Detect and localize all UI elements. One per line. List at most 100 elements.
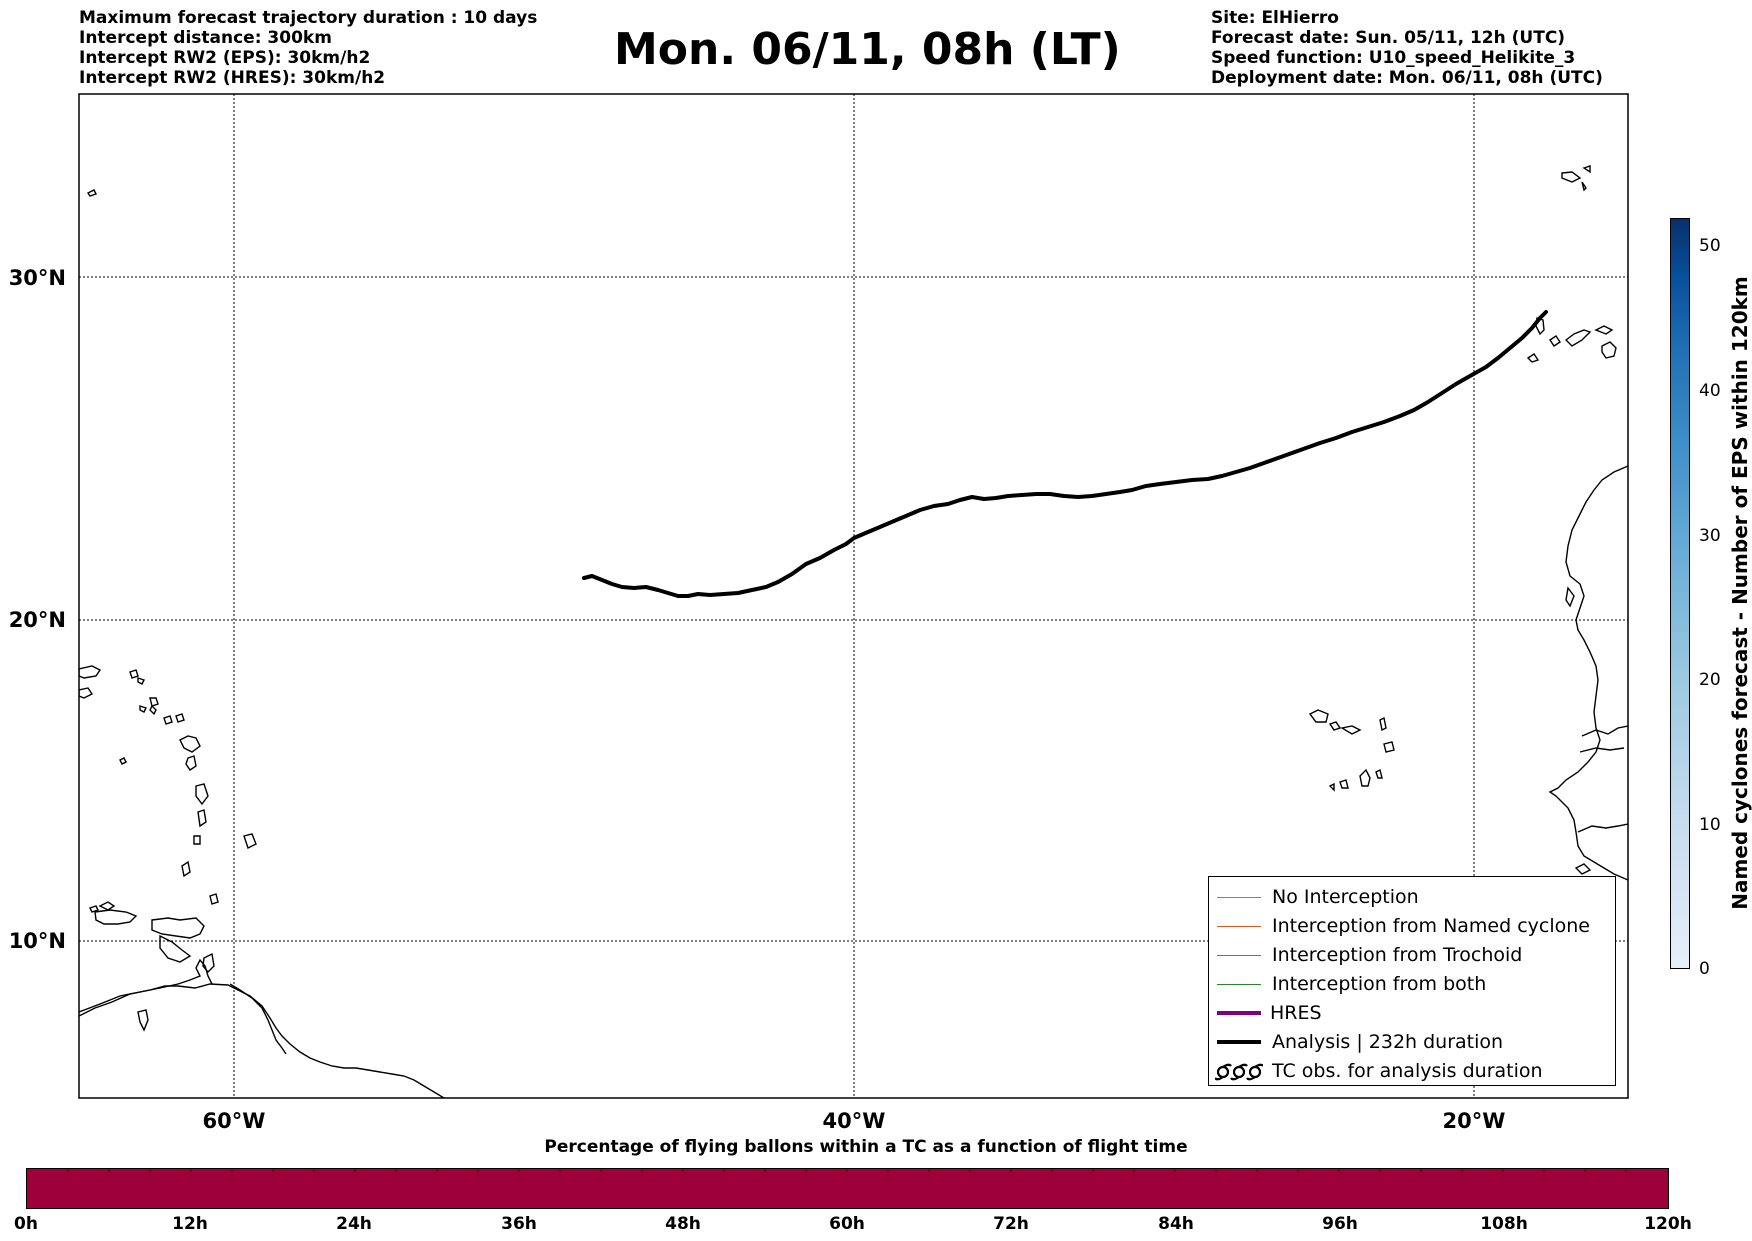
legend-label: Interception from Trochoid	[1272, 944, 1523, 966]
legend-label: No Interception	[1272, 886, 1419, 908]
lon-label-20w: 20°W	[1443, 1109, 1506, 1133]
coast-sal	[1379, 716, 1387, 732]
coast-guyana-detail	[229, 983, 287, 1055]
coast-santo-antao	[1308, 709, 1329, 723]
coast-island-tobago	[137, 1009, 149, 1032]
coast-sao-nicolau	[1340, 725, 1362, 735]
coast-gambia	[1579, 747, 1625, 753]
legend-item-trochoid: Interception from Trochoid	[1209, 941, 1615, 970]
coast-barbados	[243, 833, 257, 849]
coast-desertas	[1581, 181, 1587, 192]
legend-swatch	[1217, 955, 1261, 956]
flight-time-colorbar-title: Percentage of flying ballons within a TC…	[544, 1137, 1188, 1157]
legend-item-both: Interception from both	[1209, 970, 1615, 999]
flight-time-tick-84h: 84h	[1158, 1214, 1194, 1234]
coast-fogo	[1339, 779, 1349, 789]
coast-islet-c	[86, 189, 97, 197]
flight-time-tick-0h: 0h	[14, 1214, 38, 1234]
lat-label-30n: 30°N	[9, 266, 66, 290]
coast-guinea-bissau	[1577, 823, 1628, 833]
coast-senegal-detail	[1581, 725, 1628, 737]
legend-item-hres: HRES	[1209, 999, 1615, 1028]
flight-time-tick-120h: 120h	[1644, 1214, 1692, 1234]
info-intercept-hres: Intercept RW2 (HRES): 30km/h2	[79, 68, 386, 88]
coast-cap-blanc	[1565, 586, 1575, 608]
info-speed-function: Speed function: U10_speed_Helikite_3	[1211, 48, 1576, 68]
coast-antigua	[149, 697, 159, 707]
coast-grenada	[209, 893, 219, 905]
coast-sao-vicente	[1328, 721, 1342, 731]
coast-west-africa	[1548, 465, 1628, 881]
info-max-duration: Maximum forecast trajectory duration : 1…	[79, 8, 538, 28]
legend-item-analysis: Analysis | 232h duration	[1209, 1028, 1615, 1057]
coast-madeira	[1561, 171, 1582, 183]
map-frame	[78, 93, 1629, 1099]
coast-trinidad	[202, 952, 215, 974]
coast-el-hierro	[1526, 353, 1540, 363]
header-left-info: Maximum forecast trajectory duration : 1…	[79, 8, 537, 88]
coastlines	[79, 165, 1628, 1098]
colorbar-tick-40: 40	[1699, 381, 1721, 401]
legend-item-no-interception: No Interception	[1209, 883, 1615, 912]
coast-islet-a	[119, 757, 127, 765]
info-site: Site: ElHierro	[1211, 8, 1339, 28]
coast-guadeloupe	[179, 735, 201, 753]
coast-venezuela-detail	[79, 958, 213, 1013]
colorbar-ticks-overlay	[67, 1169, 1627, 1173]
colorbar-eps-label: Named cyclones forecast - Number of EPS …	[1728, 276, 1752, 910]
coast-bonaire-curacao	[98, 901, 116, 911]
legend-label: Interception from Named cyclone	[1272, 915, 1590, 937]
coast-margarita	[151, 917, 205, 939]
info-deployment-date: Deployment date: Mon. 06/11, 08h (UTC)	[1211, 68, 1603, 88]
coast-brava	[1328, 782, 1335, 792]
flight-time-tick-36h: 36h	[501, 1214, 537, 1234]
legend-swatch	[1217, 926, 1261, 927]
coast-la-gomera	[1549, 335, 1561, 347]
coast-guinea-islands	[1574, 863, 1592, 875]
flight-time-tick-48h: 48h	[665, 1214, 701, 1234]
info-intercept-eps: Intercept RW2 (EPS): 30km/h2	[79, 48, 371, 68]
flight-time-tick-72h: 72h	[993, 1214, 1029, 1234]
coast-fuerteventura	[1594, 325, 1614, 335]
flight-time-tick-24h: 24h	[336, 1214, 372, 1234]
info-intercept-distance: Intercept distance: 300km	[79, 28, 332, 48]
coast-gran-canaria	[1601, 341, 1617, 359]
info-forecast-date: Forecast date: Sun. 05/11, 12h (UTC)	[1211, 28, 1566, 48]
legend-label: Analysis | 232h duration	[1272, 1031, 1504, 1053]
coast-st-kitts	[149, 704, 157, 716]
flight-time-tick-12h: 12h	[172, 1214, 208, 1234]
coast-south-america	[79, 983, 445, 1098]
legend-label: Interception from both	[1272, 973, 1487, 995]
coast-boa-vista	[1383, 741, 1395, 753]
cyclone-symbols-icon	[1215, 1063, 1263, 1081]
lon-label-60w: 60°W	[203, 1109, 266, 1133]
coast-martinique	[195, 783, 209, 806]
lat-label-10n: 10°N	[9, 929, 66, 953]
flight-time-tick-96h: 96h	[1322, 1214, 1358, 1234]
coast-aruba	[89, 905, 99, 913]
coast-tenerife	[1564, 329, 1592, 347]
colorbar-tick-50: 50	[1699, 236, 1721, 256]
coast-madeira-islet	[1582, 165, 1591, 174]
legend-swatch	[1217, 1011, 1261, 1015]
colorbar-tick-30: 30	[1699, 526, 1721, 546]
colorbar-tick-0: 0	[1699, 959, 1710, 979]
flight-time-colorbar	[26, 1168, 1669, 1209]
coast-maio	[1375, 768, 1383, 779]
legend-label: HRES	[1270, 1002, 1322, 1024]
coast-barbuda	[175, 713, 185, 723]
coast-hispaniola-edge	[79, 687, 94, 699]
lon-label-40w: 40°W	[823, 1109, 886, 1133]
flight-time-tick-108h: 108h	[1480, 1214, 1528, 1234]
legend-swatch	[1217, 897, 1261, 898]
coast-gulf-paria	[159, 934, 192, 963]
legend-swatch	[1217, 1040, 1261, 1044]
legend-label: TC obs. for analysis duration	[1272, 1060, 1543, 1082]
legend-item-named-cyclone: Interception from Named cyclone	[1209, 912, 1615, 941]
legend-item-tc-obs: TC obs. for analysis duration	[1209, 1057, 1615, 1086]
page-title: Mon. 06/11, 08h (LT)	[614, 24, 1121, 75]
coast-dominica	[185, 755, 197, 771]
lat-label-20n: 20°N	[9, 608, 66, 632]
coast-montserrat	[163, 715, 173, 725]
colorbar-tick-20: 20	[1699, 670, 1721, 690]
